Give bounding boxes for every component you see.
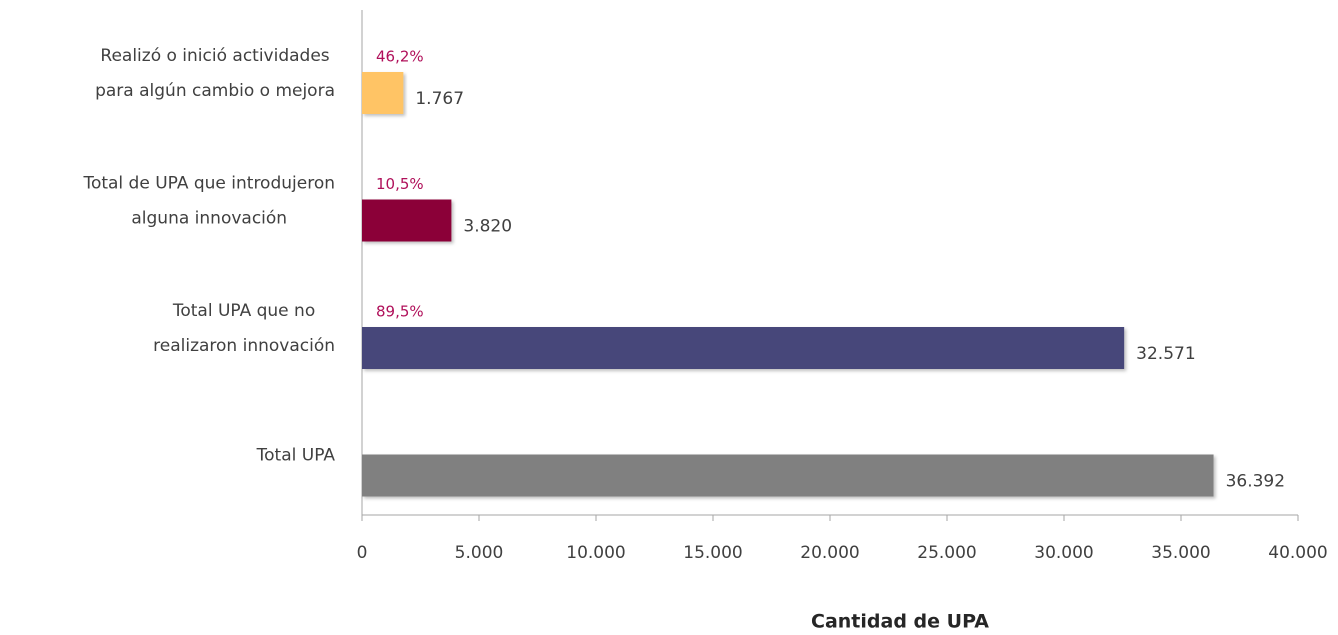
- bar: [362, 199, 452, 242]
- x-tick-label: 20.000: [800, 543, 859, 563]
- category-label: Realizó o inició actividades para algún c…: [95, 46, 335, 101]
- percentage-label: 46,2%: [376, 48, 424, 66]
- percentage-label: 10,5%: [376, 175, 424, 193]
- x-tick-label: 5.000: [455, 543, 504, 563]
- value-label: 32.571: [1136, 344, 1195, 364]
- x-tick-label: 30.000: [1034, 543, 1093, 563]
- x-tick-label: 0: [357, 543, 368, 563]
- bar: [362, 454, 1214, 497]
- bar: [362, 327, 1125, 369]
- percentage-label: 89,5%: [376, 303, 424, 321]
- value-label: 3.820: [463, 217, 512, 237]
- x-axis-title: Cantidad de UPA: [811, 611, 989, 633]
- x-tick-label: 35.000: [1151, 543, 1210, 563]
- category-label: Total UPA que no realizaron innovación: [153, 301, 335, 356]
- x-tick-label: 10.000: [566, 543, 625, 563]
- category-label: Total de UPA que introdujeron alguna inno…: [82, 174, 335, 229]
- x-tick-label: 25.000: [917, 543, 976, 563]
- x-tick-label: 15.000: [683, 543, 742, 563]
- category-label: Total UPA: [256, 446, 336, 466]
- x-tick-label: 40.000: [1268, 543, 1327, 563]
- value-label: 36.392: [1226, 472, 1285, 492]
- bar: [362, 72, 404, 114]
- value-label: 1.767: [415, 89, 464, 109]
